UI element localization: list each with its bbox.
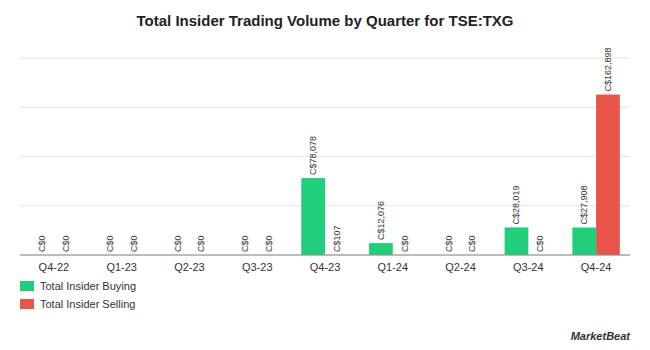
x-tick-label: Q4-22 bbox=[39, 261, 70, 273]
bar bbox=[301, 178, 325, 255]
bar bbox=[572, 228, 596, 255]
bar bbox=[505, 227, 529, 255]
data-label: C$0 bbox=[61, 235, 71, 252]
data-label: C$27,908 bbox=[579, 185, 589, 224]
data-label: C$12,076 bbox=[376, 201, 386, 240]
bars bbox=[301, 95, 620, 255]
data-label: C$0 bbox=[444, 235, 454, 252]
data-label: C$0 bbox=[400, 235, 410, 252]
x-tick-label: Q2-23 bbox=[174, 261, 205, 273]
legend-swatch bbox=[20, 299, 34, 309]
data-label: C$0 bbox=[196, 235, 206, 252]
grid-line bbox=[20, 156, 630, 157]
data-label: C$0 bbox=[129, 235, 139, 252]
data-label: C$162,898 bbox=[603, 47, 613, 91]
annotation: MarketBeat bbox=[571, 330, 632, 342]
title: Total Insider Trading Volume by Quarter … bbox=[137, 12, 514, 29]
data-label: C$0 bbox=[37, 235, 47, 252]
legend-swatch bbox=[20, 281, 34, 291]
legend: Total Insider Buying Total Insider Sellin… bbox=[20, 280, 136, 310]
x-tick-label: Q1-23 bbox=[106, 261, 137, 273]
grid-line bbox=[20, 107, 630, 108]
x-tick-label: Q1-24 bbox=[377, 261, 408, 273]
data-label: C$28,019 bbox=[511, 185, 521, 224]
legend-label: Total Insider Buying bbox=[40, 280, 136, 292]
x-tick-label: Q2-24 bbox=[445, 261, 476, 273]
data-label: C$78,078 bbox=[308, 136, 318, 175]
x-tick-label: Q3-24 bbox=[513, 261, 544, 273]
x-tick-label: Q3-23 bbox=[242, 261, 273, 273]
data-label: C$0 bbox=[105, 235, 115, 252]
data-label: C$0 bbox=[467, 235, 477, 252]
chart: Total Insider Trading Volume by Quarter … bbox=[0, 0, 650, 350]
x-tick-label: Q4-24 bbox=[581, 261, 612, 273]
legend-label: Total Insider Selling bbox=[40, 298, 135, 310]
grid-line bbox=[20, 255, 630, 256]
x-axis-line bbox=[20, 255, 630, 256]
bar bbox=[596, 95, 620, 255]
bar bbox=[369, 243, 393, 255]
data-label: C$107 bbox=[332, 225, 342, 252]
data-label: C$0 bbox=[240, 235, 250, 252]
data-labels: C$0 C$0 C$0 C$0 C$78,078 C$12,076 C$0 C$28,019 C… bbox=[37, 47, 613, 252]
data-label: C$0 bbox=[535, 235, 545, 252]
data-label: C$0 bbox=[264, 235, 274, 252]
data-label: C$0 bbox=[173, 235, 183, 252]
x-tick-label: Q4-23 bbox=[310, 261, 341, 273]
grid-line bbox=[20, 58, 630, 59]
